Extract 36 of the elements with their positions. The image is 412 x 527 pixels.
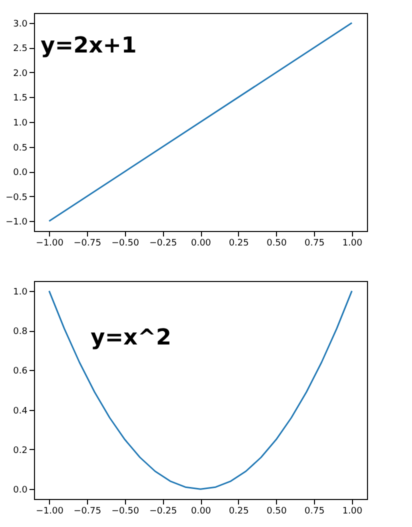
x-tick-label: 0.50 xyxy=(266,506,287,516)
x-tick-label: 0.25 xyxy=(228,238,249,248)
x-tick-label: −0.75 xyxy=(74,238,102,248)
x-tick-label: −0.50 xyxy=(112,506,140,516)
y-tick-label: 0.6 xyxy=(13,366,28,377)
x-tick-label: 1.00 xyxy=(342,506,363,516)
y-tick-label: 2.5 xyxy=(13,44,28,54)
annotation: y=x^2 xyxy=(90,326,172,351)
x-tick-label: 0.50 xyxy=(266,238,287,248)
line-series xyxy=(48,290,353,490)
annotation: y=2x+1 xyxy=(40,34,137,59)
x-tick-label: 1.00 xyxy=(342,238,363,248)
y-tick-label: 1.0 xyxy=(13,118,28,128)
y-tick-label: 0.5 xyxy=(13,143,28,154)
x-tick-label: 0.25 xyxy=(228,506,249,516)
x-tick-label: −0.75 xyxy=(74,506,102,516)
x-tick-label: −0.25 xyxy=(149,238,177,248)
y-tick-label: 0.4 xyxy=(13,406,28,416)
y-tick-label: 0.0 xyxy=(13,168,28,178)
x-tick-label: 0.00 xyxy=(190,506,212,516)
y-tick-label: 2.0 xyxy=(13,68,28,79)
x-tick-label: 0.00 xyxy=(190,238,212,248)
x-tick-label: −0.25 xyxy=(149,506,177,516)
x-tick-label: 0.75 xyxy=(304,238,325,248)
y-tick-label: 0.2 xyxy=(13,446,28,456)
y-tick-label: 0.8 xyxy=(13,327,28,338)
x-tick-label: 0.75 xyxy=(304,506,325,516)
y-tick-label: −1.0 xyxy=(6,218,28,228)
y-tick-label: 3.0 xyxy=(13,19,28,30)
x-tick-label: −0.50 xyxy=(112,238,140,248)
x-tick-label: −1.00 xyxy=(36,238,64,248)
y-tick-label: 0.0 xyxy=(13,486,28,496)
y-tick-label: −0.5 xyxy=(6,192,28,203)
y-tick-label: 1.5 xyxy=(13,94,28,104)
x-tick-label: −1.00 xyxy=(36,506,64,516)
y-tick-label: 1.0 xyxy=(13,287,28,298)
